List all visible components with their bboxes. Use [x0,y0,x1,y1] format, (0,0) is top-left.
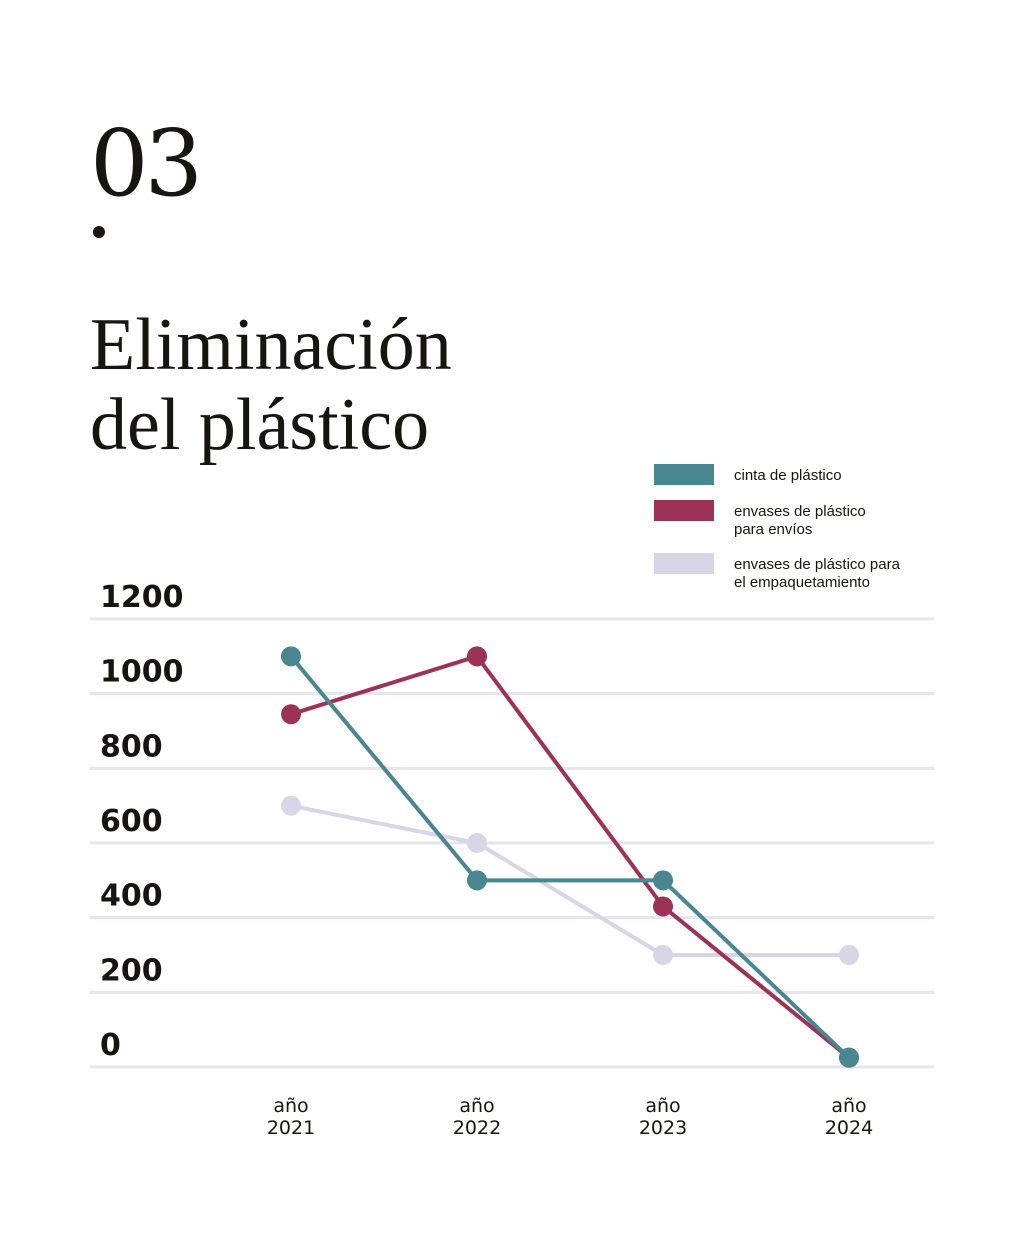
x-tick-label-1-1: 2022 [453,1117,501,1139]
legend-swatch-cinta [654,464,714,485]
data-point-1-2 [653,896,673,917]
data-point-0-3 [839,1047,859,1068]
y-tick-label-400: 400 [100,879,163,914]
data-point-0-1 [467,870,487,891]
y-tick-label-200: 200 [100,953,163,988]
y-tick-label-1200: 1200 [100,580,184,615]
data-point-1-0 [281,704,301,725]
x-tick-label-2-0: año [645,1095,680,1117]
x-tick-label-3-0: año [831,1095,866,1117]
legend-label-empaquetamiento: envases de plástico para el empaquetamie… [734,556,900,591]
section-dot [93,226,105,238]
x-tick-label-0-0: año [273,1095,308,1117]
y-tick-label-0: 0 [100,1028,121,1063]
data-point-2-3 [839,945,859,965]
x-tick-label-1-0: año [459,1095,494,1117]
legend-label-envios: envases de plástico para envíos [734,503,866,538]
section-number: 03 [90,110,203,217]
data-point-0-0 [281,646,301,667]
x-tick-label-0-1: 2021 [267,1117,315,1139]
y-tick-label-600: 600 [100,804,163,839]
y-tick-label-800: 800 [100,729,163,764]
series-line-1 [289,654,851,1060]
page-title: Eliminación del plástico [90,305,452,465]
data-point-1-1 [467,646,487,667]
data-point-2-0 [281,795,301,816]
data-point-2-1 [467,833,487,853]
legend-swatch-empaquetamiento [654,553,714,574]
series-line-0 [289,654,851,1060]
x-tick-label-3-1: 2024 [825,1117,873,1139]
data-point-0-2 [653,870,673,891]
y-tick-label-1000: 1000 [100,655,184,690]
title-line-1: Eliminación [90,304,452,386]
data-point-2-2 [653,945,673,965]
legend-swatch-envios [654,500,714,521]
legend-label-cinta: cinta de plástico [734,467,842,484]
series-line-2 [289,803,851,957]
x-tick-label-2-1: 2023 [639,1117,687,1139]
title-line-2: del plástico [90,384,430,466]
